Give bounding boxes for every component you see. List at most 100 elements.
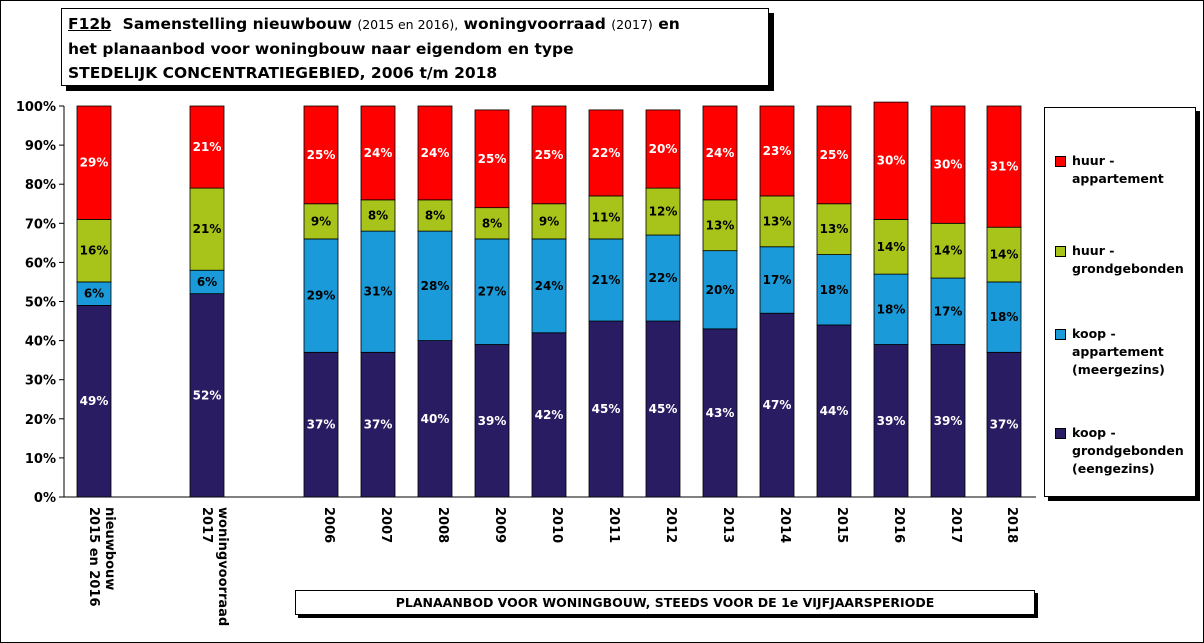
- data-label: 25%: [478, 152, 507, 166]
- title-part1: Samenstelling nieuwbouw: [122, 15, 352, 33]
- data-label: 13%: [763, 214, 792, 228]
- data-label: 44%: [820, 404, 849, 418]
- bar-segment: [189, 293, 225, 498]
- x-tick-label: 2011: [606, 507, 621, 543]
- data-label: 22%: [592, 146, 621, 160]
- data-label: 25%: [820, 148, 849, 162]
- y-tick-label: 10%: [25, 452, 56, 467]
- legend-item: koop - grondgebonden (eengezins): [1055, 424, 1184, 478]
- bar-segment: [474, 109, 510, 209]
- bar-segment: [531, 105, 567, 205]
- data-label: 18%: [820, 283, 849, 297]
- legend-label: huur - grondgebonden: [1072, 243, 1184, 276]
- y-tick-label: 80%: [25, 178, 56, 193]
- bar-segment: [816, 254, 852, 326]
- data-label: 37%: [364, 418, 393, 432]
- bar-segment: [531, 332, 567, 498]
- bar-segment: [303, 238, 339, 353]
- x-tick-label: woningvoorraad: [215, 507, 230, 626]
- chart-title: F12b Samenstelling nieuwbouw (2015 en 20…: [61, 8, 769, 86]
- bar-segment: [588, 109, 624, 197]
- data-label: 8%: [368, 208, 388, 222]
- bar-segment: [303, 351, 339, 498]
- bar-segment: [531, 203, 567, 240]
- data-label: 18%: [877, 302, 906, 316]
- x-tick-label: 2012: [663, 507, 678, 543]
- data-label: 14%: [934, 244, 963, 258]
- title-line-1: F12b Samenstelling nieuwbouw (2015 en 20…: [68, 12, 762, 37]
- data-label: 30%: [934, 158, 963, 172]
- y-tick-label: 20%: [25, 413, 56, 428]
- data-label: 45%: [592, 402, 621, 416]
- legend-item: koop - appartement (meergezins): [1055, 325, 1165, 379]
- bar-segment: [474, 344, 510, 498]
- legend-item: huur - appartement: [1055, 152, 1164, 188]
- data-label: 25%: [307, 148, 336, 162]
- title-line-3: STEDELIJK CONCENTRATIEGEBIED, 2006 t/m 2…: [68, 64, 498, 82]
- data-label: 31%: [364, 285, 393, 299]
- legend-swatch: [1055, 329, 1066, 340]
- bar-segment: [360, 230, 396, 353]
- data-label: 43%: [706, 406, 735, 420]
- chart-legend: huur - appartement huur - grondgebonden ko…: [1044, 107, 1196, 497]
- bar-segment: [930, 277, 966, 345]
- data-label: 24%: [364, 146, 393, 160]
- data-label: 28%: [421, 279, 450, 293]
- data-label: 39%: [934, 414, 963, 428]
- data-label: 40%: [421, 412, 450, 426]
- y-tick-label: 90%: [25, 139, 56, 154]
- title-part1-small: (2015 en 2016),: [357, 17, 459, 32]
- title-part2-small: (2017): [611, 17, 653, 32]
- bar-segment: [816, 105, 852, 205]
- data-label: 25%: [535, 148, 564, 162]
- bar-segment: [759, 312, 795, 498]
- bar-segment: [759, 246, 795, 314]
- bar-segment: [417, 199, 453, 232]
- bar-segment: [76, 105, 112, 220]
- data-label: 21%: [193, 140, 222, 154]
- bar-segment: [873, 101, 909, 220]
- bar-segment: [588, 238, 624, 322]
- bar-segment: [360, 105, 396, 201]
- planaanbod-label: PLANAANBOD VOOR WONINGBOUW, STEEDS VOOR …: [295, 590, 1035, 615]
- data-label: 39%: [877, 414, 906, 428]
- title-code: F12b: [68, 15, 112, 33]
- x-tick-label: 2010: [549, 507, 564, 543]
- x-tick-label: 2015: [834, 507, 849, 543]
- bar-segment: [986, 351, 1022, 498]
- bar-segment: [303, 105, 339, 205]
- x-tick-label: 2006: [321, 507, 336, 543]
- data-label: 13%: [820, 222, 849, 236]
- data-label: 49%: [80, 394, 109, 408]
- x-tick-label: 2013: [720, 507, 735, 543]
- bar-segment: [645, 109, 681, 189]
- bar-segment: [816, 324, 852, 498]
- bar-segment: [645, 187, 681, 236]
- bar-segment: [303, 203, 339, 240]
- data-label: 9%: [539, 214, 559, 228]
- data-label: 21%: [193, 222, 222, 236]
- legend-swatch: [1055, 428, 1066, 439]
- data-label: 17%: [934, 304, 963, 318]
- x-tick-label: nieuwbouw: [102, 507, 117, 590]
- bar-segment: [417, 340, 453, 498]
- data-label: 31%: [990, 160, 1019, 174]
- bar-segment: [474, 207, 510, 240]
- y-tick-label: 40%: [25, 335, 56, 350]
- data-label: 13%: [706, 218, 735, 232]
- x-tick-label: 2017: [948, 507, 963, 543]
- data-label: 11%: [592, 210, 621, 224]
- data-label: 21%: [592, 273, 621, 287]
- bar-segment: [76, 218, 112, 283]
- bar-segment: [702, 199, 738, 252]
- data-label: 6%: [84, 287, 104, 301]
- bar-segment: [702, 250, 738, 330]
- data-label: 42%: [535, 408, 564, 422]
- legend-swatch: [1055, 156, 1066, 167]
- bar-segment: [873, 344, 909, 498]
- y-tick-label: 30%: [25, 374, 56, 389]
- bar-segment: [759, 105, 795, 197]
- y-tick-label: 60%: [25, 256, 56, 271]
- data-label: 52%: [193, 388, 222, 402]
